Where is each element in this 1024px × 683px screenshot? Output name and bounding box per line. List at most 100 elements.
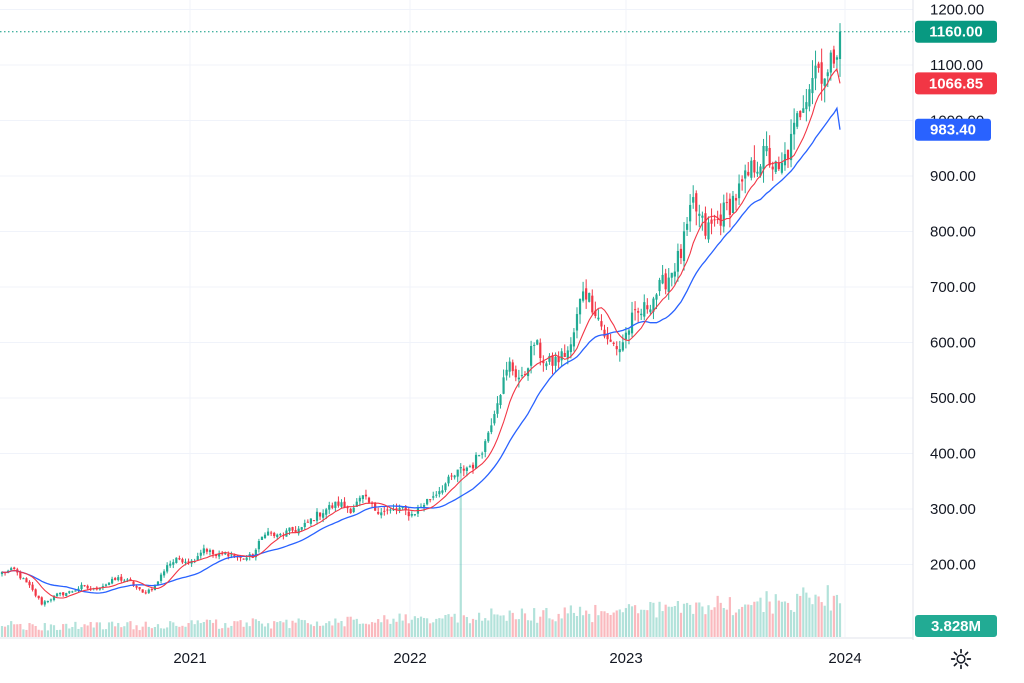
candle-body: [104, 584, 108, 586]
volume-bar: [224, 623, 227, 637]
candle-body: [322, 513, 325, 518]
candle-body: [19, 572, 22, 579]
volume-bar: [750, 605, 753, 637]
candle-body: [432, 496, 435, 498]
volume-bar: [276, 622, 279, 637]
candle-body: [741, 179, 744, 182]
volume-bar: [101, 629, 105, 637]
volume-bar: [814, 594, 817, 637]
volume-bar: [838, 603, 842, 637]
volume-bar: [468, 623, 472, 637]
candle-body: [34, 589, 37, 596]
candle-body: [551, 355, 554, 366]
candle-body: [817, 63, 820, 68]
candle-body: [661, 274, 664, 284]
candle-body: [508, 361, 511, 372]
candle-body: [386, 509, 389, 511]
volume-bar: [633, 605, 637, 637]
candle-body: [722, 202, 725, 227]
candle-body: [643, 302, 646, 317]
volume-bar: [297, 618, 300, 637]
volume-bar: [377, 619, 380, 637]
candle-body: [780, 162, 783, 173]
volume-bar: [386, 619, 389, 637]
candle-body: [762, 145, 765, 170]
volume-bar: [86, 625, 89, 637]
volume-bar: [419, 616, 423, 637]
volume-bar: [826, 585, 829, 637]
candle-body: [805, 102, 808, 110]
volume-bar: [260, 623, 264, 637]
candle-body: [520, 375, 524, 377]
volume-bar: [16, 624, 19, 637]
candle-body: [370, 502, 374, 504]
volume-bar: [569, 605, 572, 637]
volume-bar: [135, 625, 138, 637]
candle-body: [37, 595, 40, 599]
volume-bar: [578, 606, 582, 637]
candle-body: [166, 565, 169, 572]
volume-bar: [178, 626, 181, 637]
candle-body: [159, 574, 163, 581]
volume-bar: [502, 615, 505, 637]
volume-bar: [563, 607, 566, 637]
volume-bar: [202, 622, 205, 637]
volume-bar: [664, 604, 667, 637]
volume-bar: [175, 625, 178, 637]
volume-bar: [520, 608, 524, 637]
candle-body: [65, 593, 68, 597]
volume-bar: [49, 624, 53, 637]
volume-bar: [328, 621, 331, 637]
volume-bar: [618, 609, 621, 637]
volume-bar: [263, 626, 267, 637]
candle-body: [328, 505, 331, 510]
volume-bar: [612, 612, 615, 637]
volume-bar: [248, 626, 251, 637]
volume-bar: [698, 602, 701, 637]
volume-bar: [380, 622, 383, 637]
candle-body: [337, 501, 340, 506]
settings-gear-icon[interactable]: [950, 648, 972, 670]
volume-bar: [456, 622, 459, 637]
volume-bar: [793, 611, 796, 637]
candle-body: [187, 561, 190, 564]
volume-bar: [303, 620, 306, 637]
volume-bar: [493, 614, 496, 637]
candle-body: [793, 122, 796, 135]
candle-body: [156, 581, 160, 586]
candle-body: [233, 554, 236, 557]
ma-slow-tag: 983.40: [915, 118, 991, 141]
volume-bar: [517, 619, 520, 637]
volume-bar: [609, 614, 612, 637]
candle-body: [196, 556, 199, 561]
volume-bar: [181, 625, 184, 637]
candle-body: [172, 562, 175, 565]
ma-fast-label: 1066.85: [929, 75, 983, 92]
volume-bar: [566, 613, 569, 637]
volume-bar: [811, 604, 814, 637]
candle-body: [62, 592, 65, 596]
candle-body: [309, 518, 312, 524]
candle-body: [673, 271, 676, 277]
volume-bar: [670, 606, 673, 637]
volume-bar: [407, 623, 410, 637]
volume-bar: [322, 625, 325, 637]
volume-bar: [768, 601, 771, 637]
candle-body: [441, 490, 444, 493]
volume-bar: [459, 467, 462, 637]
volume-bar: [759, 597, 762, 637]
candle-body: [123, 580, 126, 582]
candle-body: [612, 342, 615, 345]
volume-bar: [370, 622, 374, 637]
ma-slow-label: 983.40: [930, 122, 976, 139]
candle-body: [242, 558, 245, 560]
volume-bar: [349, 616, 352, 637]
candle-body: [569, 344, 572, 353]
candle-body: [624, 332, 628, 340]
candle-body: [698, 213, 701, 216]
candle-body: [438, 491, 441, 495]
candle-body: [823, 78, 826, 86]
volume-bar: [465, 617, 468, 637]
volume-bar: [713, 607, 716, 637]
